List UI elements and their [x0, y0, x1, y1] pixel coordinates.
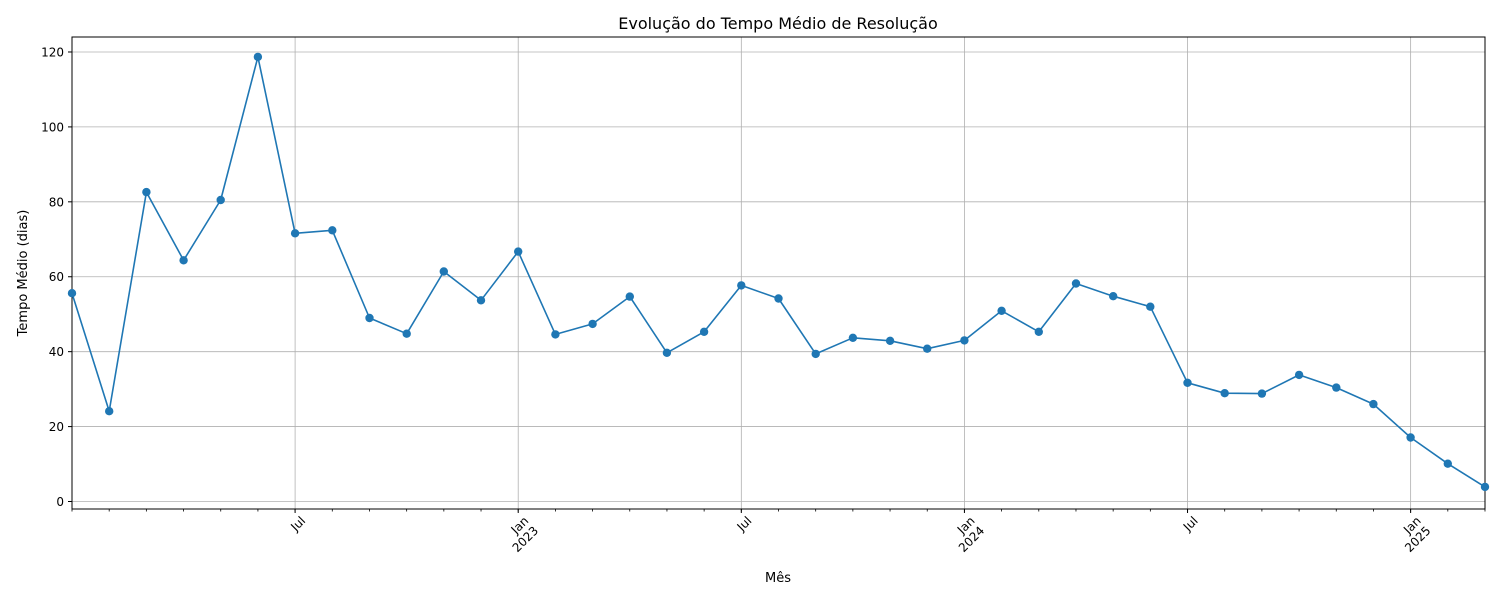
data-point: 2022-11: 61.4: [439, 267, 448, 276]
data-point: 2022-03: 82.6: [142, 187, 151, 197]
data-point: 2024-04: 58.2: [1071, 279, 1081, 288]
y-tick-label: 40: [49, 345, 64, 359]
data-point: 2024-09: 28.8: [1257, 389, 1267, 398]
data-point: 2022-05: 80.5: [216, 195, 225, 205]
data-point: 2023-09: 39.4: [811, 349, 820, 359]
x-tick-label: Jan2023: [500, 514, 541, 555]
y-axis-label: Tempo Médio (dias): [16, 210, 31, 338]
data-point: 2024-02: 50.9: [997, 306, 1006, 315]
y-tick-label: 0: [56, 495, 64, 509]
data-point: 2023-03: 47.4: [588, 319, 597, 329]
data-point: 2023-05: 39.7: [662, 348, 672, 357]
x-tick-label: Jul: [734, 514, 755, 535]
y-tick-label: 80: [49, 195, 64, 209]
data-point: 2024-03: 45.3: [1034, 327, 1044, 336]
data-point: 2024-08: 28.9: [1220, 389, 1229, 398]
data-point: 2024-01: 43: [960, 336, 969, 345]
x-tick-label: Jan2024: [946, 514, 987, 555]
series-polyline: [71, 56, 1486, 488]
data-point: 2022-04: 64.4: [179, 256, 188, 265]
x-tick-label: Jul: [1180, 514, 1201, 535]
y-tick-label: 100: [41, 120, 64, 134]
data-point: 2025-02: 10.1: [1443, 459, 1453, 468]
series-line: 2022-01: 55.6 2022-02: 24.1 2022-03: 82.6 2…: [67, 52, 1490, 492]
data-point: 2023-12: 40.8: [923, 344, 932, 353]
data-point: 2025-01: 17.1: [1406, 433, 1415, 442]
data-point: 2024-12: 26: [1369, 399, 1378, 409]
data-point: 2022-12: 53.7: [476, 296, 486, 305]
data-point: 2023-01: 66.7: [514, 247, 523, 256]
data-point: 2022-10: 44.8: [402, 329, 411, 338]
data-point: 2022-07: 71.6: [290, 229, 300, 238]
data-point: 2023-02: 44.6: [551, 330, 560, 339]
data-point: 2024-06: 52: [1146, 302, 1155, 311]
y-axis: 0 20 40 60 80 100 120: [41, 45, 72, 509]
data-point: 2023-08: 54.2: [774, 294, 783, 303]
data-point: 2025-03: 3.9: [1480, 482, 1490, 492]
data-point: 2024-07: 31.7: [1183, 378, 1192, 387]
y-tick-label: 120: [41, 45, 64, 59]
data-point: 2022-02: 24.1: [105, 407, 114, 416]
data-point: 2023-11: 42.9: [885, 336, 895, 345]
data-point: 2022-01: 55.6: [67, 289, 77, 298]
data-point: 2024-05: 54.8: [1109, 292, 1118, 301]
data-point: 2023-07: 57.7: [737, 281, 746, 290]
data-point: 2024-11: 30.4: [1332, 383, 1341, 392]
x-tick-label: Jul: [287, 514, 308, 535]
grid: [72, 37, 1485, 509]
plot-area: [71, 36, 1486, 510]
chart-title: Evolução do Tempo Médio de Resolução: [618, 14, 938, 33]
data-point: 2023-04: 54.7: [625, 292, 634, 301]
x-tick-label: Jan2025: [1392, 514, 1433, 555]
data-point: 2024-10: 33.8: [1294, 370, 1304, 380]
data-point: 2023-06: 45.3: [699, 327, 709, 336]
y-tick-label: 60: [49, 270, 64, 284]
x-axis-label: Mês: [765, 571, 791, 586]
x-axis: Jul Jan2023 Jul Jan2024 Jul Jan2025: [71, 509, 1486, 555]
data-point: 2023-10: 43.7: [848, 333, 858, 342]
data-point: 2022-06: 118.7: [253, 52, 263, 62]
y-tick-label: 20: [49, 420, 64, 434]
data-point: 2022-09: 49: [365, 313, 374, 323]
data-point: 2022-08: 72.4: [328, 226, 337, 235]
